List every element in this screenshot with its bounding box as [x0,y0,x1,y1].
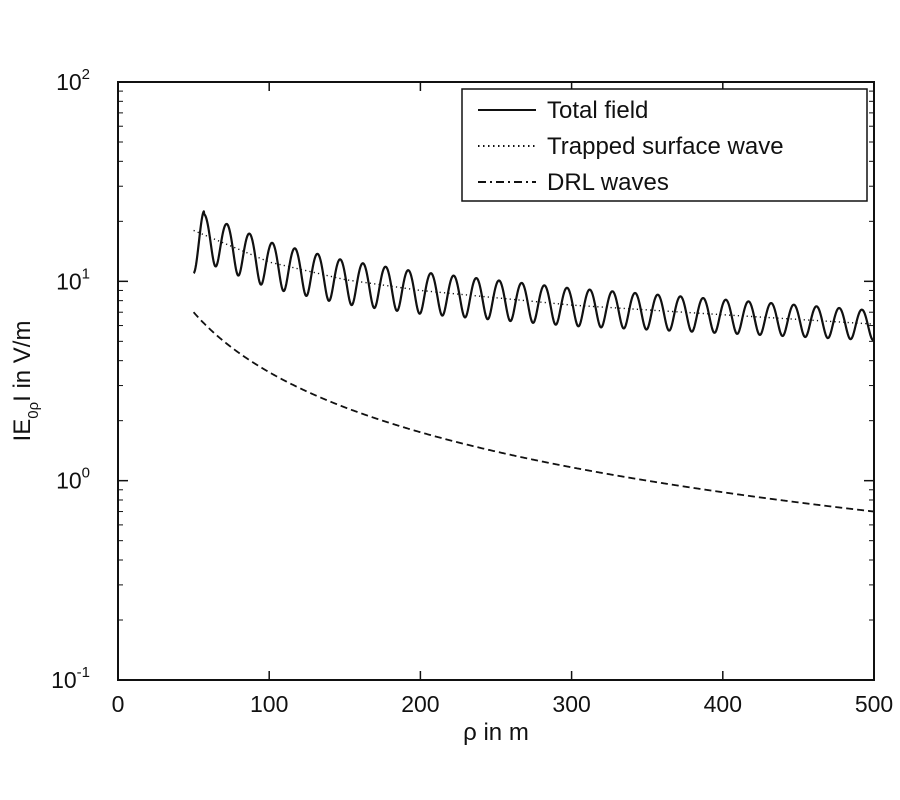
y-tick-label: 10-1 [51,664,90,693]
legend: Total field Trapped surface wave DRL wav… [461,88,868,202]
plot-frame [117,81,875,681]
x-tick-label: 400 [704,691,742,717]
legend-label-total-field: Total field [547,97,648,124]
y-tick-label: 100 [56,465,90,494]
y-axis-label-rest: I in V/m [9,321,36,402]
y-axis-ticks: 102 101 100 10-1 [51,66,874,693]
x-axis-label: ρ in m [463,719,529,746]
x-tick-label: 300 [552,691,590,717]
x-tick-label: 200 [401,691,439,717]
x-tick-label: 500 [855,691,893,717]
y-axis-label: IE0ρI in V/m [9,321,42,442]
series-layer [192,210,875,513]
legend-label-drl-waves: DRL waves [547,169,669,196]
x-tick-label: 0 [112,691,125,717]
series-line-total-field [192,210,875,342]
y-tick-label: 101 [56,265,90,294]
x-axis-ticks: 0 100 200 300 400 500 [112,82,893,717]
series-line-drl-waves [192,311,875,513]
y-tick-label: 102 [56,66,90,95]
x-tick-label: 100 [250,691,288,717]
y-axis-label-subscript: 0ρ [25,402,42,419]
plot-area: 0 100 200 300 400 500 102 101 100 10-1 [51,66,893,717]
legend-label-trapped-surface-wave: Trapped surface wave [547,133,784,160]
series-line-trapped-surface-wave [193,229,875,325]
y-axis-label-base: IE [9,419,36,442]
